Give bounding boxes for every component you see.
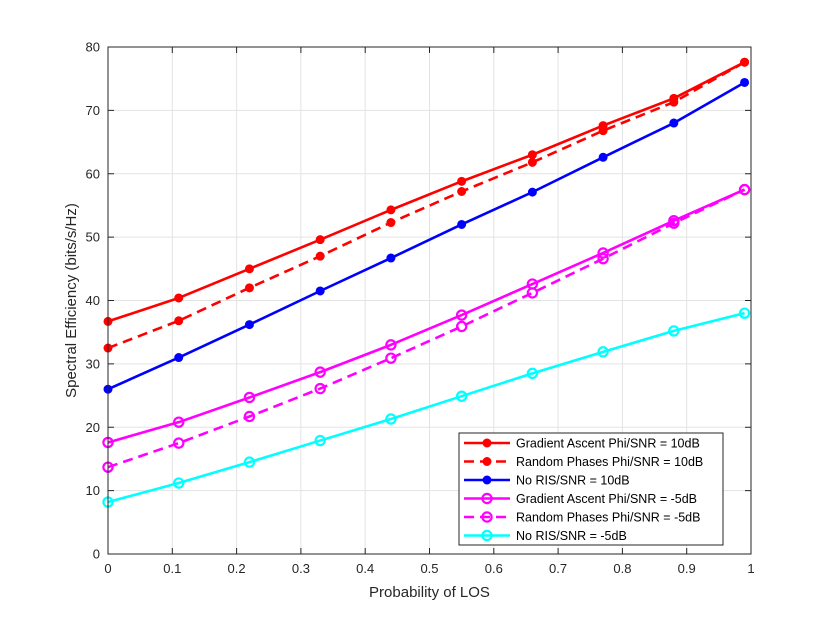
data-point bbox=[243, 456, 256, 468]
data-point bbox=[243, 391, 256, 404]
x-tick-label: 1 bbox=[747, 561, 754, 576]
legend-label: Gradient Ascent Phi/SNR = 10dB bbox=[516, 437, 700, 451]
y-tick-label: 70 bbox=[86, 103, 100, 118]
x-tick-label: 0.3 bbox=[292, 561, 310, 576]
data-point bbox=[314, 382, 326, 395]
series-2 bbox=[103, 57, 750, 353]
data-point bbox=[527, 150, 537, 160]
data-point bbox=[385, 413, 397, 425]
legend-marker bbox=[482, 475, 492, 485]
data-point bbox=[174, 353, 184, 363]
y-tick-label: 30 bbox=[86, 356, 100, 371]
y-tick-label: 40 bbox=[86, 293, 100, 308]
data-point bbox=[315, 286, 325, 296]
y-tick-label: 60 bbox=[86, 166, 100, 181]
data-point bbox=[740, 77, 750, 87]
y-tick-label: 0 bbox=[93, 547, 100, 562]
x-tick-label: 0.7 bbox=[549, 561, 567, 576]
legend-marker bbox=[481, 529, 493, 542]
data-point bbox=[243, 410, 256, 423]
data-point bbox=[244, 264, 254, 274]
data-point bbox=[598, 152, 608, 162]
data-point bbox=[740, 57, 750, 67]
x-tick-label: 0.6 bbox=[485, 561, 503, 576]
data-point bbox=[455, 320, 468, 333]
data-point bbox=[385, 352, 397, 364]
series-line bbox=[107, 188, 746, 469]
x-axis-label: Probability of LOS bbox=[369, 584, 490, 601]
x-tick-label: 0.2 bbox=[228, 561, 246, 576]
data-point bbox=[669, 97, 679, 107]
data-point bbox=[457, 219, 467, 229]
series-line bbox=[107, 188, 746, 444]
data-point bbox=[526, 287, 539, 299]
data-point bbox=[597, 247, 609, 259]
x-tick-label: 0.5 bbox=[420, 561, 438, 576]
legend-marker bbox=[481, 511, 493, 523]
data-point bbox=[526, 367, 539, 380]
legend-label: Gradient Ascent Phi/SNR = -5dB bbox=[516, 492, 697, 506]
data-point bbox=[173, 437, 185, 449]
data-point bbox=[386, 218, 396, 228]
y-tick-label: 80 bbox=[86, 40, 100, 55]
data-point bbox=[738, 307, 751, 319]
data-point bbox=[315, 251, 325, 261]
data-point bbox=[173, 416, 185, 428]
y-tick-label: 50 bbox=[86, 230, 100, 245]
data-point bbox=[597, 346, 609, 358]
y-tick-label: 20 bbox=[86, 420, 100, 435]
data-point bbox=[174, 316, 184, 326]
data-point bbox=[455, 390, 468, 402]
data-point bbox=[315, 235, 325, 245]
legend: Gradient Ascent Phi/SNR = 10dB Random Pha… bbox=[458, 432, 724, 546]
series-line bbox=[107, 81, 746, 391]
data-point bbox=[314, 366, 326, 378]
data-point bbox=[669, 118, 679, 128]
x-tick-label: 0.1 bbox=[163, 561, 181, 576]
data-point bbox=[527, 187, 537, 197]
series-1 bbox=[103, 57, 750, 326]
legend-marker bbox=[482, 457, 492, 466]
data-point bbox=[385, 339, 397, 351]
data-point bbox=[738, 183, 751, 196]
legend-label: No RIS/SNR = -5dB bbox=[516, 529, 627, 543]
x-tick-label: 0 bbox=[104, 561, 111, 576]
data-point bbox=[386, 253, 396, 263]
data-point bbox=[668, 217, 680, 229]
series-3 bbox=[103, 77, 750, 394]
series-line bbox=[107, 61, 746, 350]
data-point bbox=[598, 126, 608, 136]
data-point bbox=[457, 176, 467, 186]
y-tick-label: 10 bbox=[86, 483, 100, 498]
legend-label: Random Phases Phi/SNR = 10dB bbox=[516, 455, 703, 469]
ticks: 0 0.1 0.2 0.3 0.4 0.5 0.6 0.7 0.8 0.9 101020304050… bbox=[86, 40, 755, 577]
data-point bbox=[457, 186, 467, 196]
legend-label: Random Phases Phi/SNR = -5dB bbox=[516, 511, 700, 525]
data-point bbox=[244, 320, 254, 330]
data-point bbox=[455, 309, 468, 321]
legend-box bbox=[458, 432, 724, 546]
legend-marker bbox=[481, 492, 493, 505]
data-point bbox=[314, 434, 326, 447]
series-line bbox=[107, 311, 745, 504]
data-point bbox=[244, 283, 254, 293]
x-tick-label: 0.4 bbox=[356, 561, 374, 576]
data-point bbox=[173, 477, 185, 489]
y-axis-label: Spectral Efficiency (bits/s/Hz) bbox=[63, 203, 80, 398]
data-point bbox=[174, 293, 184, 303]
series-line bbox=[107, 61, 746, 323]
legend-label: No RIS/SNR = 10dB bbox=[516, 474, 630, 488]
legend-marker bbox=[482, 438, 492, 448]
data-point bbox=[527, 157, 537, 167]
x-tick-label: 0.9 bbox=[678, 561, 696, 576]
series-5 bbox=[102, 183, 751, 473]
data-point bbox=[597, 252, 609, 265]
series-6 bbox=[102, 307, 751, 508]
data-point bbox=[668, 325, 680, 337]
series-layer bbox=[102, 57, 751, 508]
data-point bbox=[386, 205, 396, 215]
x-tick-label: 0.8 bbox=[613, 561, 631, 576]
